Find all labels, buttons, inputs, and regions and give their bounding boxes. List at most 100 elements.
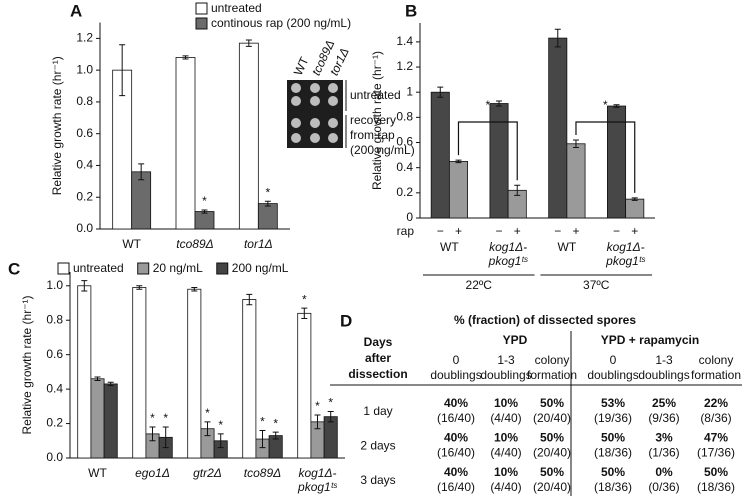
error-bar <box>272 431 279 440</box>
table-cell: (18/36) <box>594 446 632 460</box>
x-tick-label: pkog1ᵗˢ <box>488 254 529 268</box>
column-header: 1-3 <box>655 353 673 367</box>
x-tick-label: kog1Δ- <box>298 466 336 480</box>
column-header: 0 <box>453 353 460 367</box>
y-tick-label: 0.4 <box>76 158 93 172</box>
row-label: 2 days <box>360 439 395 453</box>
bar <box>323 416 338 459</box>
error-bar <box>204 421 211 437</box>
column-header: colony <box>535 353 570 367</box>
x-tick-label: tco89Δ <box>244 466 281 480</box>
rap-sign: + <box>631 224 638 238</box>
table-cell: (1/36) <box>648 446 679 460</box>
bar <box>430 91 450 219</box>
y-tick-label: 0.6 <box>76 126 93 140</box>
error-bar <box>496 100 503 107</box>
table-cell: 10% <box>494 396 518 410</box>
error-bar <box>201 209 208 214</box>
table-cell: 50% <box>601 431 625 445</box>
y-tick-label: 0.2 <box>46 416 63 430</box>
legend-label: untreated <box>211 1 262 15</box>
x-tick-label: tco89Δ <box>176 237 213 251</box>
bar <box>297 312 312 459</box>
x-tick-label: pkog1ᵗˢ <box>605 254 646 268</box>
row-header: after <box>365 351 391 365</box>
bar <box>489 103 509 219</box>
table-cell: 50% <box>601 465 625 479</box>
table-cell: 50% <box>540 465 564 479</box>
legend-label: 200 ng/mL <box>232 261 289 275</box>
bar <box>625 198 645 219</box>
x-tick-label: WT <box>122 237 141 251</box>
x-tick-label: WT <box>558 240 577 254</box>
y-axis-label: Relative growth rate (hr⁻¹) <box>370 51 384 190</box>
error-bar <box>259 429 266 449</box>
significance-marker: * <box>150 411 155 425</box>
rap-sign: + <box>572 224 579 238</box>
column-header: formation <box>691 368 741 382</box>
error-bar <box>149 426 156 442</box>
table-cell: (4/40) <box>490 446 521 460</box>
table-cell: 40% <box>444 396 468 410</box>
x-tick-label: WT <box>88 466 107 480</box>
y-tick-label: 0 <box>406 210 413 224</box>
error-bar <box>119 44 126 97</box>
error-bar <box>301 307 308 319</box>
row-header: Days <box>364 335 393 349</box>
column-header: doublings <box>587 368 638 382</box>
rap-sign: + <box>455 224 462 238</box>
y-tick-label: 1.2 <box>76 31 93 45</box>
y-axis-label: Relative growth rate (hr⁻¹) <box>50 56 64 195</box>
y-tick-label: 0.0 <box>46 450 63 464</box>
inset-row-label: untreated <box>350 88 401 102</box>
x-tick-label: gtr2Δ <box>193 466 222 480</box>
comparison-bracket <box>457 121 518 181</box>
error-bar <box>455 159 462 164</box>
significance-marker: * <box>202 194 207 208</box>
y-tick-label: 0.2 <box>76 189 93 203</box>
table-cell: (4/40) <box>490 411 521 425</box>
table-cell: (16/40) <box>437 480 475 494</box>
error-bar <box>191 287 198 292</box>
table-cell: 22% <box>704 396 728 410</box>
row-header: dissection <box>348 367 407 381</box>
table-cell: (16/40) <box>437 411 475 425</box>
x-tick-label: tor1Δ <box>244 237 273 251</box>
table-cell: 50% <box>540 396 564 410</box>
bar <box>132 287 147 459</box>
significance-marker: * <box>205 406 210 420</box>
table-cell: (16/40) <box>437 446 475 460</box>
x-axis-label: rap <box>397 224 415 238</box>
bar <box>607 105 627 219</box>
bar <box>103 383 118 459</box>
x-tick-label: kog1Δ- <box>489 240 527 254</box>
table-cell: 10% <box>494 465 518 479</box>
bar <box>194 211 215 230</box>
error-bar <box>264 200 271 207</box>
significance-marker: * <box>218 418 223 432</box>
inset-column-label: WT <box>291 54 312 77</box>
legend-swatch <box>57 262 70 275</box>
table-cell: (20/40) <box>533 446 571 460</box>
error-bar <box>136 285 143 290</box>
bar <box>566 143 586 219</box>
error-bar <box>162 426 169 449</box>
error-bar <box>327 411 334 423</box>
error-bar <box>631 197 638 201</box>
error-bar <box>81 280 88 292</box>
bar <box>175 57 196 230</box>
table-cell: (18/36) <box>594 480 632 494</box>
legend-label: untreated <box>73 261 124 275</box>
rap-sign: + <box>514 224 521 238</box>
bar <box>77 285 92 459</box>
error-bar <box>314 414 321 430</box>
table-cell: 40% <box>444 431 468 445</box>
bar <box>187 288 202 459</box>
error-bar <box>572 139 579 149</box>
bar <box>90 378 105 459</box>
table-title: % (fraction) of dissected spores <box>454 313 636 327</box>
legend-swatch <box>216 262 229 275</box>
rap-sign: − <box>437 224 444 238</box>
panel-label: D <box>340 311 352 330</box>
y-tick-label: 0.6 <box>46 347 63 361</box>
